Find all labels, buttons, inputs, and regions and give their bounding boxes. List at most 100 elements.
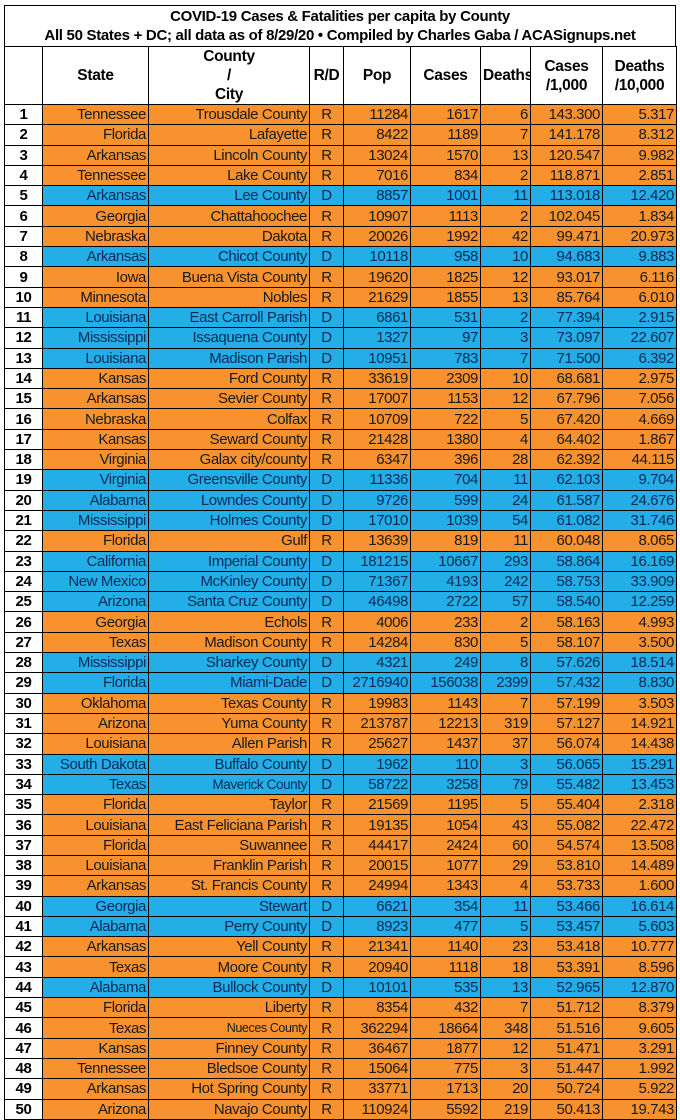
cell-cases-per-1000: 120.547 bbox=[530, 144, 603, 166]
cell-cases-per-1000: 58.540 bbox=[530, 591, 603, 613]
cell-county: Yell County bbox=[148, 936, 310, 958]
cell-state: Georgia bbox=[42, 895, 149, 917]
cell-rank: 10 bbox=[4, 286, 43, 308]
cell-county: Santa Cruz County bbox=[148, 591, 310, 613]
cell-party: D bbox=[309, 672, 344, 694]
cell-pop: 11336 bbox=[343, 469, 411, 491]
cell-cases-per-1000: 52.965 bbox=[530, 976, 603, 999]
cell-pop: 11284 bbox=[343, 103, 411, 126]
cell-cases: 3258 bbox=[410, 773, 481, 796]
cell-state: Arkansas bbox=[42, 936, 149, 958]
cell-party: D bbox=[309, 489, 344, 511]
cell-rank: 31 bbox=[4, 712, 43, 735]
cell-deaths-per-10000: 18.514 bbox=[602, 652, 677, 674]
cell-pop: 181215 bbox=[343, 550, 411, 572]
cell-party: R bbox=[309, 1037, 344, 1059]
cell-rank: 34 bbox=[4, 773, 43, 796]
cell-cases: 1153 bbox=[410, 388, 481, 410]
cell-rank: 22 bbox=[4, 530, 43, 552]
cell-county: Echols bbox=[148, 611, 310, 633]
cell-rank: 40 bbox=[4, 895, 43, 917]
cell-deaths: 13 bbox=[480, 144, 531, 166]
cell-cases-per-1000: 55.404 bbox=[530, 794, 603, 816]
cell-deaths: 13 bbox=[480, 286, 531, 308]
cell-party: D bbox=[309, 246, 344, 268]
cell-party: D bbox=[309, 976, 344, 999]
cell-cases: 354 bbox=[410, 895, 481, 917]
cell-state: Florida bbox=[42, 997, 149, 1019]
table-row: 18 Virginia Galax city/county R 6347 396 28 62.… bbox=[4, 449, 677, 471]
cell-state: Arkansas bbox=[42, 1078, 149, 1100]
cell-deaths-per-10000: 4.993 bbox=[602, 611, 677, 633]
cell-rank: 20 bbox=[4, 489, 43, 511]
cell-cases: 5592 bbox=[410, 1098, 481, 1120]
cell-deaths-per-10000: 8.065 bbox=[602, 530, 677, 552]
header-cases: Cases bbox=[410, 46, 481, 105]
table-row: 8 Arkansas Chicot County D 10118 958 10 94.683 9… bbox=[4, 246, 677, 268]
cell-deaths-per-10000: 5.603 bbox=[602, 915, 677, 938]
table-row: 22 Florida Gulf R 13639 819 11 60.048 8.065 bbox=[4, 530, 677, 552]
cell-deaths: 18 bbox=[480, 956, 531, 978]
table-row: 40 Georgia Stewart D 6621 354 11 53.466 16.614 bbox=[4, 895, 677, 917]
cell-rank: 45 bbox=[4, 997, 43, 1019]
cell-county: Nueces County bbox=[148, 1017, 310, 1039]
cell-county: Yuma County bbox=[148, 712, 310, 735]
cell-party: R bbox=[309, 631, 344, 654]
cell-cases: 535 bbox=[410, 976, 481, 999]
cell-cases: 432 bbox=[410, 997, 481, 1019]
table-row: 16 Nebraska Colfax R 10709 722 5 67.420 4.669 bbox=[4, 408, 677, 430]
cell-pop: 10118 bbox=[343, 246, 411, 268]
cell-pop: 4006 bbox=[343, 611, 411, 633]
cell-cases: 531 bbox=[410, 306, 481, 329]
cell-pop: 8923 bbox=[343, 915, 411, 938]
cell-deaths: 37 bbox=[480, 733, 531, 755]
table-row: 31 Arizona Yuma County R 213787 12213 319 57.12… bbox=[4, 712, 677, 735]
cell-rank: 7 bbox=[4, 225, 43, 248]
cell-cases-per-1000: 55.082 bbox=[530, 814, 603, 836]
cell-rank: 44 bbox=[4, 976, 43, 999]
cell-rank: 42 bbox=[4, 936, 43, 958]
cell-rank: 38 bbox=[4, 854, 43, 877]
cell-cases: 233 bbox=[410, 611, 481, 633]
cell-pop: 71367 bbox=[343, 570, 411, 593]
cell-rank: 3 bbox=[4, 144, 43, 166]
cell-deaths-per-10000: 2.318 bbox=[602, 794, 677, 816]
cell-cases: 1054 bbox=[410, 814, 481, 836]
cell-county: Bledsoe County bbox=[148, 1057, 310, 1080]
cell-deaths: 319 bbox=[480, 712, 531, 735]
cell-pop: 33619 bbox=[343, 367, 411, 390]
cell-rank: 15 bbox=[4, 388, 43, 410]
cell-deaths-per-10000: 13.508 bbox=[602, 834, 677, 856]
cell-rank: 33 bbox=[4, 753, 43, 775]
cell-cases-per-1000: 54.574 bbox=[530, 834, 603, 856]
cell-party: D bbox=[309, 550, 344, 572]
cell-state: Louisiana bbox=[42, 814, 149, 836]
cell-county: McKinley County bbox=[148, 570, 310, 593]
cell-state: Iowa bbox=[42, 266, 149, 288]
cell-deaths-per-10000: 4.669 bbox=[602, 408, 677, 430]
cell-county: Colfax bbox=[148, 408, 310, 430]
cell-deaths-per-10000: 8.379 bbox=[602, 997, 677, 1019]
cell-rank: 43 bbox=[4, 956, 43, 978]
table-row: 35 Florida Taylor R 21569 1195 5 55.404 2.318 bbox=[4, 794, 677, 816]
cell-party: D bbox=[309, 347, 344, 369]
cell-pop: 10907 bbox=[343, 205, 411, 227]
cell-county: Sharkey County bbox=[148, 652, 310, 674]
county-table: State County / City R/D Pop Cases Deaths C… bbox=[4, 46, 677, 1120]
cell-deaths: 293 bbox=[480, 550, 531, 572]
cell-state: Alabama bbox=[42, 976, 149, 999]
cell-pop: 20940 bbox=[343, 956, 411, 978]
table-row: 3 Arkansas Lincoln County R 13024 1570 13 120.5… bbox=[4, 144, 677, 166]
cell-county: Galax city/county bbox=[148, 449, 310, 471]
cell-cases-per-1000: 62.103 bbox=[530, 469, 603, 491]
cell-party: R bbox=[309, 1017, 344, 1039]
cell-pop: 1327 bbox=[343, 327, 411, 349]
cell-cases-per-1000: 60.048 bbox=[530, 530, 603, 552]
cell-state: Oklahoma bbox=[42, 692, 149, 714]
cell-pop: 7016 bbox=[343, 164, 411, 187]
cell-state: Minnesota bbox=[42, 286, 149, 308]
cell-deaths: 23 bbox=[480, 936, 531, 958]
cell-pop: 14284 bbox=[343, 631, 411, 654]
cell-party: R bbox=[309, 367, 344, 390]
cell-county: Sevier County bbox=[148, 388, 310, 410]
